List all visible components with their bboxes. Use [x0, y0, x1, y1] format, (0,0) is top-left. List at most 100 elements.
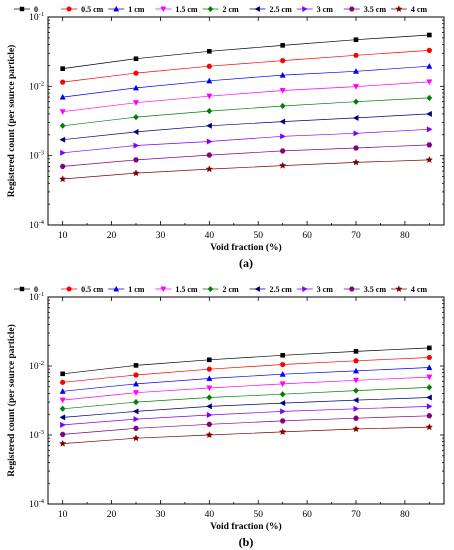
series-4-cm: [59, 156, 433, 183]
data-point: [353, 145, 359, 151]
legend-marker: [160, 6, 167, 13]
x-tick-label: 80: [400, 510, 410, 520]
data-point: [353, 37, 359, 43]
legend: 0 0.5 cm 1 cm 1.5 cm 2 cm 2.5 cm 3 cm 3.5 cm 4 c…: [14, 5, 427, 14]
series-line: [62, 65, 430, 98]
data-point: [132, 169, 140, 177]
data-point: [206, 77, 213, 84]
y-tick-label: 10-1: [29, 291, 44, 303]
panel-label: (a): [239, 256, 253, 270]
data-point: [60, 379, 66, 385]
panel-label: (b): [239, 535, 254, 549]
series-line: [62, 159, 430, 180]
legend-label: 4 cm: [411, 285, 428, 294]
data-point: [132, 434, 140, 442]
series-0: [60, 32, 432, 71]
legend-marker: [348, 286, 355, 292]
data-point: [133, 157, 139, 163]
x-tick-label: 30: [156, 231, 166, 241]
data-point: [206, 63, 212, 69]
data-point: [59, 175, 67, 183]
data-point: [353, 415, 359, 421]
data-point: [59, 109, 66, 115]
data-point: [279, 418, 286, 424]
series-line: [62, 34, 430, 69]
legend-marker: [207, 5, 214, 13]
data-point: [279, 71, 286, 78]
legend-marker: [66, 6, 72, 12]
legend-marker: [207, 285, 214, 293]
series-line: [62, 367, 430, 392]
data-point: [132, 84, 140, 91]
data-point: [279, 118, 286, 125]
data-point: [206, 394, 213, 401]
legend-marker: [113, 5, 120, 12]
legend-label: 1 cm: [128, 285, 145, 294]
legend-marker: [160, 286, 167, 293]
data-point: [206, 122, 212, 129]
data-point: [279, 370, 286, 377]
data-point: [353, 387, 359, 394]
data-point: [280, 361, 286, 368]
legend-marker: [395, 285, 403, 293]
data-point: [280, 43, 285, 48]
data-point: [133, 372, 139, 378]
data-point: [133, 425, 139, 431]
data-point: [279, 148, 286, 154]
series-line: [62, 347, 430, 375]
series-2-5-cm: [59, 110, 432, 143]
x-tick-label: 10: [58, 510, 68, 520]
data-point: [426, 394, 432, 401]
data-point: [60, 371, 65, 377]
data-point: [426, 110, 432, 117]
legend-marker: [19, 286, 25, 292]
data-point: [132, 380, 140, 387]
data-point: [352, 84, 360, 90]
data-point: [133, 142, 140, 149]
series-3-5-cm: [59, 142, 433, 169]
data-point: [352, 114, 359, 121]
legend-label: 1.5 cm: [175, 285, 198, 294]
series-0: [60, 345, 432, 377]
legend-label: 3 cm: [317, 5, 334, 14]
data-point: [279, 400, 286, 407]
data-point: [205, 165, 213, 173]
data-point: [59, 136, 66, 143]
y-tick-label: 10-2: [29, 80, 44, 92]
series-line: [62, 387, 430, 410]
x-axis-title: Void fraction (%): [210, 242, 281, 253]
data-point: [280, 133, 286, 140]
y-axis-title: Registered count (per source particle): [6, 324, 17, 477]
data-point: [60, 66, 65, 71]
legend-label: 0: [34, 285, 38, 294]
data-point: [353, 52, 359, 58]
data-point: [425, 156, 433, 163]
legend-label: 3.5 cm: [364, 5, 387, 14]
x-tick-label: 70: [351, 231, 361, 241]
x-tick-label: 40: [205, 231, 215, 241]
series-0-5-cm: [60, 354, 432, 385]
data-point: [59, 163, 66, 169]
series-line: [62, 97, 430, 127]
series-line: [62, 406, 430, 426]
data-point: [426, 364, 433, 371]
series-3-cm: [60, 126, 433, 156]
x-tick-label: 30: [156, 510, 166, 520]
data-point: [353, 130, 360, 137]
data-point: [206, 366, 212, 372]
legend-label: 1.5 cm: [175, 5, 198, 14]
plot-frame: [47, 16, 445, 226]
data-point: [279, 391, 286, 398]
legend-marker: [302, 6, 308, 12]
data-point: [280, 408, 286, 415]
data-point: [280, 352, 285, 358]
data-point: [206, 385, 213, 392]
data-point: [352, 397, 359, 404]
series-4-cm: [59, 423, 433, 447]
chart-panel-b: 10 20 30 40 50 60 70 80 10-4 10-3 10-2 10-1 Void fra…: [6, 285, 445, 549]
data-point: [59, 122, 66, 129]
data-point: [59, 431, 66, 437]
legend-label: 2.5 cm: [270, 285, 293, 294]
data-point: [207, 357, 212, 363]
